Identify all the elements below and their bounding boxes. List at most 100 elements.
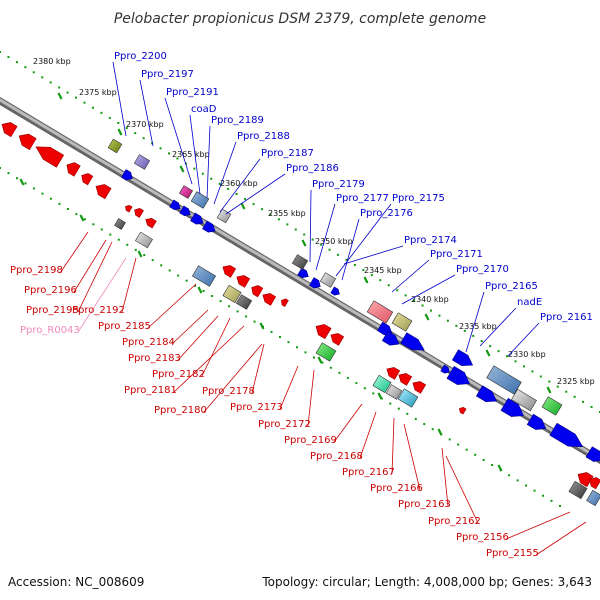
gene-arrow (179, 205, 191, 217)
gene-label-reverse: Ppro_2182 (152, 369, 205, 380)
ruler-dot (531, 370, 534, 373)
ruler-dot (525, 484, 528, 487)
ruler-dot (201, 172, 204, 175)
gene-label-reverse: Ppro_2184 (122, 337, 175, 348)
ruler-dot (143, 254, 146, 257)
ruler-dot (193, 167, 196, 170)
gene-label-reverse: Ppro_2181 (124, 385, 177, 396)
ruler-tick (497, 464, 503, 472)
ruler-tick (79, 214, 85, 222)
ruler-dot (533, 489, 536, 492)
ruler-dot (15, 61, 18, 64)
gene-box (291, 254, 309, 270)
leader-line (479, 307, 517, 347)
gene-box (568, 480, 588, 500)
leader-line (213, 141, 237, 205)
gene-label-reverse: Ppro_2167 (342, 467, 395, 478)
tick-label: 2340 kbp (411, 295, 449, 304)
leader-line (391, 417, 395, 475)
tick-label: 2335 kbp (459, 322, 497, 331)
gene-label-reverse: Ppro_2155 (486, 548, 539, 559)
gene-arrow (202, 220, 216, 233)
gene-arrow (18, 133, 37, 151)
ruler-dot (389, 402, 392, 405)
ruler-dot (448, 438, 451, 441)
ruler-dot (421, 304, 424, 307)
ruler-dot (438, 314, 441, 317)
ruler-dot (236, 310, 239, 313)
gene-label-reverse: Ppro_2183 (128, 353, 181, 364)
gene-label-reverse: Ppro_2169 (284, 435, 337, 446)
gene-label-forward: Ppro_2197 (141, 69, 194, 80)
ruler-dot (320, 243, 323, 246)
ruler-dot (58, 86, 61, 89)
ruler-dot (370, 274, 373, 277)
gene-label-reverse: Ppro_2163 (398, 499, 451, 510)
ruler-dot (480, 340, 483, 343)
ruler-dot (362, 269, 365, 272)
tick-label: 2345 kbp (364, 266, 402, 275)
gene-label-forward: coaD (191, 104, 217, 115)
gene-arrow (446, 365, 470, 385)
ruler-tick (117, 128, 123, 136)
gene-box (366, 300, 394, 324)
gene-box (216, 208, 232, 224)
ruler-tick (546, 386, 552, 394)
leader-line (164, 97, 193, 185)
leader-line (203, 343, 263, 413)
ruler-dot (286, 223, 289, 226)
ruler-dot (177, 274, 180, 277)
leader-line (401, 274, 456, 305)
gene-arrow (134, 208, 144, 218)
ruler-dot (556, 385, 559, 388)
leader-line (147, 283, 197, 329)
leader-line (251, 343, 265, 394)
gene-arrow (66, 162, 81, 177)
leader-line (73, 239, 107, 293)
tick-label: 2325 kbp (557, 377, 595, 386)
ruler-dot (457, 443, 460, 446)
leader-line (219, 158, 261, 213)
gene-labels: Ppro_2200 Ppro_2197 Ppro_2191 coaDPpro_2189… (10, 51, 593, 559)
gene-arrow (81, 173, 94, 186)
ruler-dot (32, 71, 35, 74)
tick-label: 2365 kbp (172, 150, 210, 159)
ruler-tick (137, 250, 143, 258)
gene-arrow (585, 446, 600, 462)
leader-line (173, 325, 245, 393)
gene-label-forward: Ppro_2161 (540, 312, 593, 323)
leader-line (189, 114, 201, 195)
ruler-dot (228, 305, 231, 308)
ruler-dot (92, 223, 95, 226)
gene-box (511, 388, 537, 412)
ruler-dot (548, 380, 551, 383)
ruler-dot (279, 336, 281, 338)
ruler-dot (497, 350, 500, 353)
gene-arrow (281, 298, 289, 307)
ruler-dot (117, 121, 120, 124)
ruler-dot (227, 187, 230, 190)
gene-box (190, 191, 210, 209)
ruler-dot (160, 264, 163, 267)
leader-line (343, 245, 404, 265)
tick-label: 2360 kbp (220, 179, 258, 188)
ruler-dot (321, 361, 324, 364)
ruler-dot (253, 320, 256, 323)
gene-label-forward: Ppro_2170 (456, 264, 509, 275)
leader-line (59, 231, 89, 274)
ruler-dot (303, 233, 306, 236)
gene-arrow (297, 267, 309, 279)
ruler-dot (431, 428, 434, 431)
ruler-dot (75, 213, 78, 216)
gene-arrow (400, 332, 425, 351)
gene-arrow (308, 277, 321, 289)
ruler-dot (522, 365, 525, 368)
ruler-dot (379, 279, 382, 282)
ruler-dot (7, 56, 10, 59)
ruler-dot (32, 187, 35, 190)
gene-arrow (262, 293, 277, 306)
gene-label-forward: Ppro_2188 (237, 131, 290, 142)
ruler-dot (404, 294, 407, 297)
ruler-dot (472, 334, 475, 337)
ruler-dot (387, 284, 390, 287)
